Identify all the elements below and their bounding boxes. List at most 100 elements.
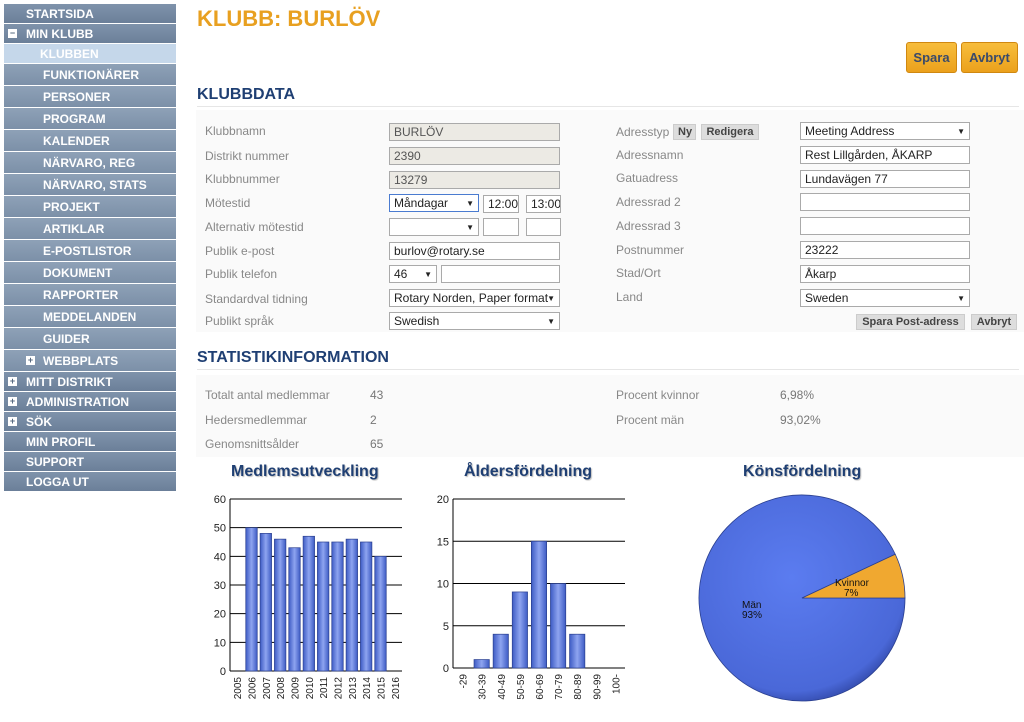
aldersfordelning-chart: 0 5 10 15 20 -29 30-39 40-49 50-59 60-69 70-79 80-8… (437, 494, 625, 700)
sprak-select[interactable]: Swedish (389, 312, 560, 330)
collapse-icon[interactable]: − (8, 28, 17, 38)
sidebar-item-label: MEDDELANDEN (43, 310, 137, 324)
sidebar-nav: STARTSIDA − MIN KLUBB KLUBBEN FUNKTIONÄRER PE… (4, 4, 176, 492)
sidebar-item-4[interactable]: PERSONER (4, 86, 176, 108)
x-tick-label: -29 (459, 674, 470, 689)
sidebar-item-label: MITT DISTRIKT (26, 375, 113, 389)
sidebar-item-3[interactable]: FUNKTIONÄRER (4, 64, 176, 86)
sidebar-item-11[interactable]: E-POSTLISTOR (4, 240, 176, 262)
adressrad2-field[interactable] (800, 193, 970, 211)
sidebar-item-7[interactable]: NÄRVARO, REG (4, 152, 176, 174)
totalt-value: 43 (370, 388, 384, 402)
sidebar-item-label: WEBBPLATS (43, 354, 119, 368)
sidebar-item-21[interactable]: SUPPORT (4, 452, 176, 472)
sidebar-item-13[interactable]: RAPPORTER (4, 284, 176, 306)
expand-icon[interactable]: + (8, 376, 17, 386)
sidebar-item-label: NÄRVARO, REG (43, 156, 136, 170)
adresstyp-select[interactable]: Meeting Address (800, 122, 970, 140)
alt-slut-field[interactable] (526, 218, 561, 236)
sidebar-item-12[interactable]: DOKUMENT (4, 262, 176, 284)
postnummer-label: Postnummer (616, 243, 685, 257)
postnummer-field[interactable]: 23222 (800, 241, 970, 259)
bar (302, 535, 315, 672)
sidebar-item-16[interactable]: + WEBBPLATS (4, 350, 176, 372)
pie-slice-kvinnor (801, 553, 906, 599)
sidebar-item-15[interactable]: GUIDER (4, 328, 176, 350)
sidebar-item-20[interactable]: MIN PROFIL (4, 432, 176, 452)
stad-field[interactable]: Åkarp (800, 265, 970, 283)
cancel-button[interactable]: Avbryt (961, 42, 1018, 73)
bar (331, 541, 344, 672)
bar (360, 541, 373, 672)
adressnamn-field[interactable]: Rest Lillgården, ÅKARP (800, 146, 970, 164)
x-tick-label: 80-89 (573, 674, 584, 700)
redigera-button[interactable]: Redigera (701, 124, 759, 140)
sidebar-item-14[interactable]: MEDDELANDEN (4, 306, 176, 328)
x-tick-label: 2015 (377, 677, 388, 700)
expand-icon[interactable]: + (8, 396, 17, 406)
expand-icon[interactable]: + (26, 355, 35, 365)
sidebar-item-10[interactable]: ARTIKLAR (4, 218, 176, 240)
chart-title-medlem: Medlemsutveckling (231, 463, 379, 480)
mote-start-field[interactable]: 12:00 (483, 195, 519, 213)
alt-motesdag-select[interactable] (389, 218, 479, 236)
x-tick-label: 40-49 (497, 674, 508, 700)
sidebar-item-19[interactable]: + SÖK (4, 412, 176, 432)
y-tick-label: 0 (443, 663, 449, 675)
pie-percent-kvinnor: 7% (844, 588, 859, 599)
sidebar-item-22[interactable]: LOGGA UT (4, 472, 176, 492)
gatuadress-label: Gatuadress (616, 171, 679, 185)
avbryt-postadress-button[interactable]: Avbryt (971, 314, 1017, 330)
sidebar-item-17[interactable]: + MITT DISTRIKT (4, 372, 176, 392)
sidebar-item-label: NÄRVARO, STATS (43, 178, 147, 192)
expand-icon[interactable]: + (8, 416, 17, 426)
alt-start-field[interactable] (483, 218, 519, 236)
spara-postadress-button[interactable]: Spara Post-adress (856, 314, 965, 330)
gatuadress-field[interactable]: Lundavägen 77 (800, 170, 970, 188)
tidning-select[interactable]: Rotary Norden, Paper format (389, 289, 560, 307)
sidebar-item-9[interactable]: PROJEKT (4, 196, 176, 218)
klubbnummer-field[interactable]: 13279 (389, 171, 560, 189)
sidebar-item-label: SUPPORT (26, 455, 85, 469)
klubbnamn-label: Klubbnamn (205, 124, 266, 138)
sidebar-item-5[interactable]: PROGRAM (4, 108, 176, 130)
bar (473, 659, 490, 669)
y-tick-label: 10 (214, 637, 226, 649)
epost-field[interactable]: burlov@rotary.se (389, 242, 560, 260)
motesdag-select[interactable]: Måndagar (389, 194, 479, 212)
chart-title-alder: Åldersfördelning (464, 463, 593, 480)
sidebar-item-8[interactable]: NÄRVARO, STATS (4, 174, 176, 196)
bar (374, 555, 387, 672)
sidebar-item-6[interactable]: KALENDER (4, 130, 176, 152)
man-label: Procent män (616, 413, 685, 427)
sidebar-item-label: PROGRAM (43, 112, 106, 126)
sidebar-item-18[interactable]: + ADMINISTRATION (4, 392, 176, 412)
klubbnamn-field[interactable]: BURLÖV (389, 123, 560, 141)
save-button[interactable]: Spara (906, 42, 957, 73)
bar (245, 527, 258, 672)
kvinnor-value: 6,98% (780, 388, 815, 402)
sidebar-item-1[interactable]: − MIN KLUBB (4, 24, 176, 44)
statistik-panel (196, 375, 1024, 457)
sidebar-item-label: KLUBBEN (40, 47, 99, 61)
land-select[interactable]: Sweden (800, 289, 970, 307)
bar (259, 533, 272, 672)
x-tick-label: 2013 (348, 677, 359, 700)
telefon-kod-select[interactable]: 46 (389, 265, 437, 283)
ny-button[interactable]: Ny (673, 124, 696, 140)
adresstyp-label: Adresstyp (616, 125, 670, 139)
mote-slut-field[interactable]: 13:00 (526, 195, 561, 213)
sidebar-item-2[interactable]: KLUBBEN (4, 44, 176, 64)
y-tick-label: 20 (214, 609, 226, 621)
stad-label: Stad/Ort (616, 266, 661, 280)
sidebar-item-label: GUIDER (43, 332, 90, 346)
distrikt-field[interactable]: 2390 (389, 147, 560, 165)
sidebar-item-label: RAPPORTER (43, 288, 119, 302)
y-tick-label: 60 (214, 494, 226, 506)
adressrad3-field[interactable] (800, 217, 970, 235)
sidebar-item-0[interactable]: STARTSIDA (4, 4, 176, 24)
telefon-field[interactable] (441, 265, 560, 283)
bar (531, 540, 547, 669)
x-tick-label: 100- (611, 674, 622, 694)
y-tick-label: 30 (214, 580, 226, 592)
